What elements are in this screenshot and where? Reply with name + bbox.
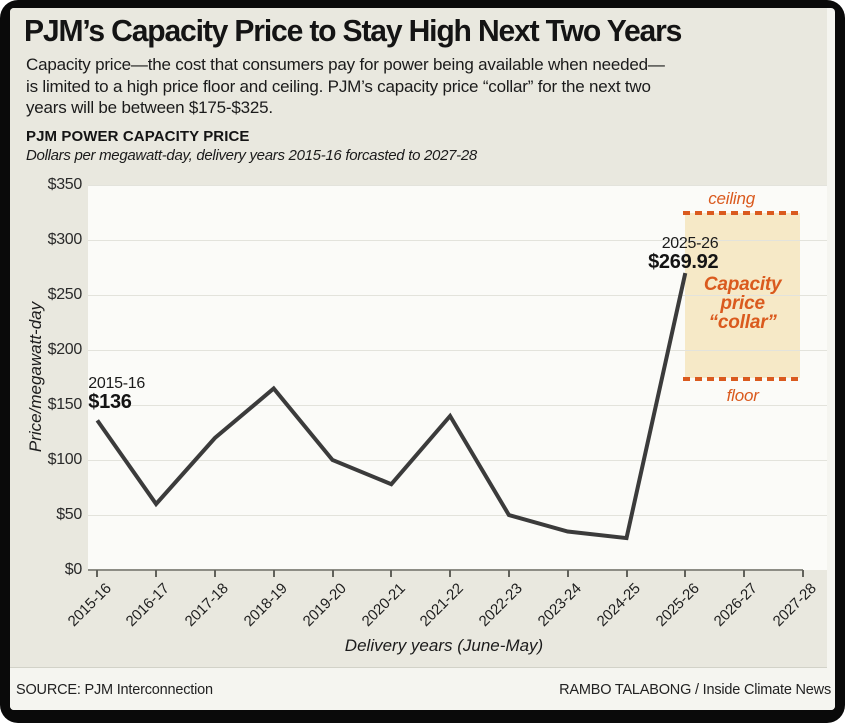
y-tick-label: $100 (47, 451, 83, 468)
credit-text: RAMBO TALABONG / Inside Climate News (559, 682, 831, 698)
floor-label: floor (726, 385, 759, 405)
x-tick-label: 2016-17 (123, 580, 174, 630)
annotation-price: $269.92 (648, 251, 719, 274)
y-axis-title: Price/megawatt-day (26, 301, 45, 453)
x-tick-label: 2027-28 (769, 580, 820, 630)
gridline-250 (88, 294, 827, 296)
gridline-200 (88, 349, 827, 351)
x-tick-mark (566, 570, 569, 577)
chart-title: PJM POWER CAPACITY PRICE (26, 128, 250, 145)
gridline-350 (88, 184, 827, 186)
x-tick-label: 2025-26 (652, 580, 703, 630)
x-tick-label: 2021-22 (417, 580, 468, 630)
x-tick-mark (96, 570, 99, 577)
y-tick-label: $50 (56, 506, 82, 523)
ceiling-label: ceiling (708, 188, 755, 208)
y-tick-label: $250 (47, 286, 83, 303)
x-tick-mark (684, 570, 687, 577)
chart-panel: PJM’s Capacity Price to Stay High Next T… (10, 8, 827, 668)
gridline-300 (88, 239, 827, 241)
x-tick-mark (507, 570, 510, 577)
annotation-year: 2015-16 (88, 375, 145, 393)
source-text: SOURCE: PJM Interconnection (16, 682, 213, 698)
annotation-price: $136 (88, 391, 132, 414)
gridline-50 (88, 514, 827, 516)
intro-paragraph: Capacity price—the cost that consumers p… (26, 54, 766, 119)
y-tick-label: $350 (47, 176, 83, 193)
x-tick-label: 2023-24 (534, 580, 585, 630)
x-tick-label: 2019-20 (299, 580, 350, 630)
capacity-price-line (95, 272, 688, 541)
chart-subtitle: Dollars per megawatt-day, delivery years… (26, 147, 477, 164)
x-tick-label: 2018-19 (240, 580, 291, 630)
x-tick-mark (390, 570, 393, 577)
x-tick-mark (331, 570, 334, 577)
intro-line-3: years will be between $175-$325. (26, 98, 273, 117)
x-tick-mark (801, 570, 804, 577)
x-tick-mark (743, 570, 746, 577)
x-axis-line (88, 569, 803, 571)
footer: SOURCE: PJM Interconnection RAMBO TALABO… (10, 669, 835, 710)
x-tick-mark (213, 570, 216, 577)
plot-area: $0 $50 $100 $150 $200 $250 $300 $350 2015-16 2016… (48, 176, 827, 630)
gridline-150 (88, 404, 827, 406)
page-title: PJM’s Capacity Price to Stay High Next T… (24, 13, 682, 48)
intro-line-2: is limited to a high price floor and cei… (26, 76, 651, 96)
x-tick-label: 2026-27 (711, 580, 762, 630)
y-tick-label: $300 (47, 231, 83, 248)
gridline-100 (88, 459, 827, 461)
y-tick-label: $200 (47, 341, 83, 358)
y-tick-label: $150 (47, 396, 83, 413)
floor-line (683, 376, 802, 381)
x-tick-mark (155, 570, 158, 577)
intro-line-1: Capacity price—the cost that consumers p… (26, 55, 665, 74)
x-tick-label: 2024-25 (593, 580, 644, 630)
x-tick-mark (449, 570, 452, 577)
y-tick-label: $0 (64, 561, 83, 578)
annotation-peak-point: 2025-26 $269.92 (648, 235, 719, 274)
x-axis-title: Delivery years (June-May) (344, 636, 544, 655)
annotation-year: 2025-26 (661, 235, 719, 253)
ceiling-line (683, 210, 802, 215)
infographic-page: PJM’s Capacity Price to Stay High Next T… (10, 8, 835, 710)
x-tick-label: 2020-21 (358, 580, 409, 630)
x-tick-mark (625, 570, 628, 577)
x-tick-label: 2017-18 (181, 580, 232, 630)
annotation-first-point: 2015-16 $136 (88, 375, 145, 413)
x-tick-label: 2022-23 (475, 580, 526, 630)
x-tick-mark (272, 570, 275, 577)
x-tick-label: 2015-16 (64, 580, 115, 630)
collar-caption: Capacity price “collar” (703, 273, 782, 333)
